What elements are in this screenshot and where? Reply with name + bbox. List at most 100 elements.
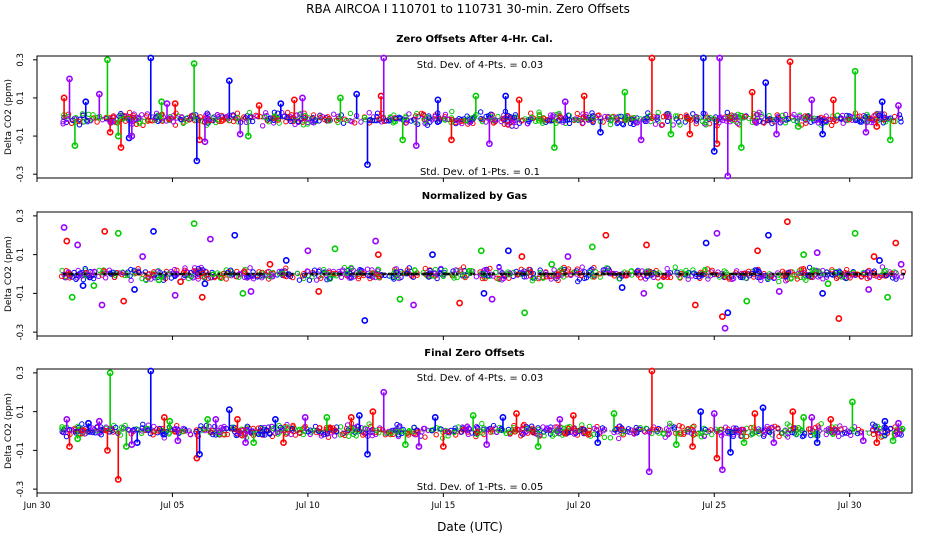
noise-point <box>614 117 620 123</box>
noise-point <box>730 113 736 119</box>
data-point <box>689 443 696 450</box>
series-gas-4 <box>66 54 902 180</box>
noise-point <box>661 430 667 437</box>
noise-point <box>705 276 711 282</box>
noise-point <box>758 277 764 284</box>
noise-point <box>776 433 782 440</box>
noise-point <box>369 429 375 436</box>
noise-point <box>422 434 428 440</box>
noise-point <box>820 276 826 282</box>
noise-point <box>633 120 639 126</box>
zero-point <box>519 272 522 276</box>
data-point <box>691 301 699 309</box>
noise-point <box>422 120 428 127</box>
data-point <box>862 128 870 136</box>
noise-point <box>664 265 670 272</box>
noise-point <box>884 272 890 279</box>
noise-point <box>769 120 775 127</box>
noise-point <box>65 113 72 120</box>
noise-point <box>246 109 253 116</box>
page-title: RBA AIRCOA I 110701 to 110731 30-min. Ze… <box>306 2 630 16</box>
noise-point <box>575 278 581 285</box>
data-point <box>361 317 369 324</box>
data-point <box>412 142 420 149</box>
data-point <box>190 220 198 228</box>
noise-point <box>832 427 839 433</box>
y-tick-label: 0.3 <box>16 209 26 223</box>
noise-point <box>586 427 592 433</box>
data-point <box>304 247 312 255</box>
data-point <box>849 398 856 406</box>
data-point <box>548 260 556 268</box>
series-gas-1 <box>63 218 900 322</box>
data-point <box>68 293 76 301</box>
data-point <box>786 58 794 66</box>
data-point <box>196 450 203 458</box>
series-gas-2 <box>74 369 897 450</box>
noise-point <box>186 117 192 123</box>
data-point <box>518 253 526 260</box>
data-point <box>337 94 344 102</box>
noise-point <box>418 110 425 117</box>
data-point <box>656 282 664 290</box>
noise-point <box>613 114 620 120</box>
data-point <box>672 441 680 448</box>
data-point <box>266 260 274 268</box>
zero-point <box>547 272 550 276</box>
noise-point <box>210 431 216 438</box>
noise-point <box>684 114 690 121</box>
noise-point <box>524 426 531 432</box>
noise-point <box>683 112 689 118</box>
zero-point <box>859 272 862 276</box>
noise-point <box>200 267 206 273</box>
zero-point <box>456 272 459 276</box>
annotation-1pts: Std. Dev. of 1-Pts. = 0.05 <box>417 482 543 493</box>
noise-point <box>724 109 730 116</box>
noise-point <box>631 431 637 437</box>
noise-point <box>698 434 705 440</box>
zero-point <box>340 272 343 276</box>
data-point <box>353 90 361 98</box>
zero-point <box>622 272 626 276</box>
data-point <box>713 229 721 237</box>
noise-point <box>674 113 681 119</box>
noise-point <box>125 426 131 433</box>
noise-point <box>326 118 332 124</box>
plot-frame <box>36 368 913 494</box>
noise-point <box>600 267 606 273</box>
data-point <box>648 54 656 62</box>
noise-point <box>635 267 641 274</box>
noise-point <box>358 119 364 125</box>
data-point <box>250 439 258 447</box>
noise-point <box>453 117 460 124</box>
data-point <box>434 96 442 104</box>
noise-point <box>289 425 295 432</box>
data-point <box>239 289 247 297</box>
noise-point <box>267 431 273 437</box>
data-point <box>301 414 309 421</box>
noise-point <box>263 427 270 434</box>
noise-point <box>68 120 75 127</box>
noise-point <box>816 425 822 431</box>
annotation-4pts: Std. Dev. of 4-Pts. = 0.03 <box>417 373 543 384</box>
noise-point <box>274 429 281 435</box>
noise-point <box>435 270 441 277</box>
noise-point <box>794 276 800 282</box>
data-point <box>743 297 751 305</box>
noise-point <box>411 267 418 273</box>
noise-point <box>867 115 873 122</box>
y-tick-label: 0.3 <box>16 53 26 67</box>
noise-point <box>599 425 606 431</box>
data-point <box>133 439 141 447</box>
noise-point <box>564 424 571 430</box>
data-point <box>101 227 109 235</box>
data-point <box>895 102 902 109</box>
noise-point <box>660 114 667 120</box>
data-point <box>859 437 867 445</box>
noise-point <box>453 267 459 273</box>
noise-point <box>102 275 109 281</box>
noise-point <box>118 110 124 117</box>
noise-point <box>789 429 795 436</box>
noise-point <box>714 271 720 278</box>
zero-point <box>759 272 762 276</box>
